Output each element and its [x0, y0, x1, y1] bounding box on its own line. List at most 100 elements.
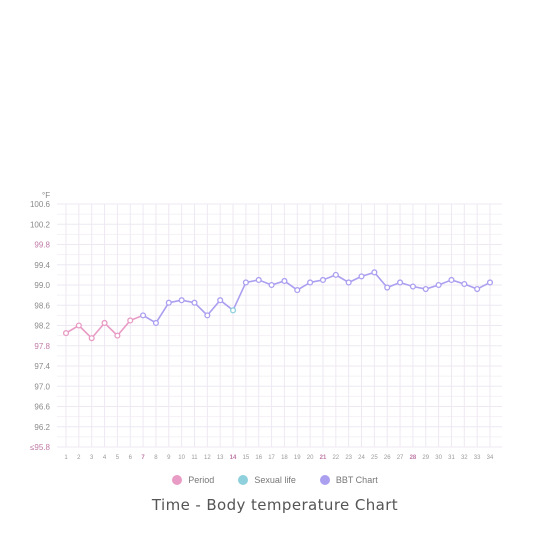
x-tick-label: 7 — [141, 455, 145, 461]
data-point — [75, 322, 82, 329]
series-line-segment — [206, 299, 221, 317]
data-point — [268, 281, 275, 289]
y-tick-label: 100.2 — [30, 220, 51, 229]
data-point — [332, 271, 339, 278]
x-tick-label: 9 — [167, 455, 171, 461]
x-tick-label: 6 — [129, 455, 133, 461]
legend-label-bbt-chart: BBT Chart — [335, 475, 378, 485]
x-tick-label: 31 — [448, 455, 455, 461]
x-tick-label: 10 — [178, 455, 185, 461]
x-tick-label: 26 — [384, 455, 391, 461]
y-tick-label: 99.8 — [34, 241, 50, 250]
y-tick-label: 96.6 — [34, 403, 50, 412]
legend-item-sexual-life[interactable]: Sexual life — [238, 475, 296, 485]
x-tick-label: 21 — [320, 455, 327, 461]
x-tick-label: 12 — [204, 455, 211, 461]
legend-label-period: Period — [188, 475, 215, 485]
x-tick-label: 14 — [230, 455, 237, 461]
x-tick-label: 4 — [103, 455, 107, 461]
data-point — [461, 280, 468, 288]
y-tick-label: 98.2 — [34, 322, 50, 331]
x-tick-label: 29 — [422, 455, 429, 461]
y-tick-label: 97.8 — [34, 342, 50, 351]
x-tick-label: 24 — [358, 455, 365, 461]
data-point — [229, 307, 237, 314]
period-dot-icon — [172, 475, 183, 485]
x-tick-label: 18 — [281, 455, 288, 461]
data-point — [88, 335, 95, 342]
x-tick-label: 15 — [243, 455, 250, 461]
x-tick-label: 32 — [461, 455, 468, 461]
x-tick-label: 8 — [154, 455, 158, 461]
data-point — [204, 312, 211, 319]
y-tick-label: 99.4 — [34, 261, 50, 270]
data-point — [127, 317, 134, 324]
y-tick-label: 100.6 — [30, 200, 51, 209]
x-tick-label: 3 — [90, 455, 94, 461]
data-point — [242, 279, 249, 286]
data-point — [294, 287, 301, 294]
x-tick-label: 17 — [268, 455, 275, 461]
data-point — [448, 276, 455, 283]
x-tick-label: 28 — [410, 455, 417, 461]
y-axis-unit-label: °F — [42, 191, 50, 200]
legend-item-period[interactable]: Period — [172, 475, 214, 485]
x-tick-label: 20 — [307, 455, 314, 461]
sexual-life-dot-icon — [238, 475, 249, 485]
x-tick-label: 23 — [345, 455, 352, 461]
y-tick-label: 96.2 — [34, 423, 50, 432]
x-tick-label: 1 — [64, 455, 68, 461]
data-point — [281, 277, 288, 285]
data-point — [165, 299, 172, 306]
data-point — [101, 319, 108, 327]
data-point — [217, 297, 224, 304]
data-point — [307, 279, 314, 286]
x-tick-label: 19 — [294, 455, 301, 461]
data-point — [371, 269, 378, 276]
legend-label-sexual-life: Sexual life — [254, 475, 296, 485]
chart-legend: Period Sexual life BBT Chart — [0, 475, 550, 485]
x-tick-label: 33 — [474, 455, 481, 461]
data-point — [62, 330, 70, 337]
data-point — [358, 273, 365, 280]
data-point — [191, 299, 198, 306]
data-point — [486, 279, 494, 286]
y-tick-label: 99.0 — [34, 281, 50, 290]
x-tick-label: 13 — [217, 455, 224, 461]
data-point — [409, 283, 416, 290]
x-tick-label: 30 — [435, 455, 442, 461]
data-point — [397, 279, 404, 286]
x-tick-label: 25 — [371, 455, 378, 461]
data-point — [255, 276, 262, 283]
legend-item-bbt-chart[interactable]: BBT Chart — [319, 475, 378, 485]
y-tick-label: 97.0 — [34, 382, 50, 391]
x-tick-label: 16 — [255, 455, 262, 461]
data-point — [178, 297, 185, 304]
x-tick-label: 2 — [77, 455, 81, 461]
data-point — [345, 279, 352, 286]
series-line-segment — [155, 301, 170, 324]
x-tick-label: 34 — [487, 455, 494, 461]
series-line-segment — [373, 271, 389, 289]
data-point — [319, 276, 327, 283]
x-tick-label: 22 — [332, 455, 339, 461]
series-line-segment — [232, 281, 247, 312]
chart-caption: Time - Body temperature Chart — [151, 496, 399, 514]
data-point — [474, 285, 481, 293]
x-tick-label: 5 — [116, 455, 120, 461]
data-point — [140, 312, 147, 319]
x-tick-label: 27 — [397, 455, 404, 461]
data-point — [422, 285, 429, 293]
y-tick-label: 98.6 — [34, 301, 50, 310]
data-point — [435, 281, 442, 289]
data-point — [384, 284, 391, 291]
series-line-segment — [116, 319, 132, 337]
bbt-dot-icon — [319, 475, 330, 485]
x-tick-label: 11 — [191, 455, 198, 461]
series-line-segment — [90, 322, 106, 339]
y-tick-label: ≤95.8 — [30, 443, 51, 452]
data-point — [152, 319, 159, 327]
y-tick-label: 97.4 — [34, 362, 50, 371]
